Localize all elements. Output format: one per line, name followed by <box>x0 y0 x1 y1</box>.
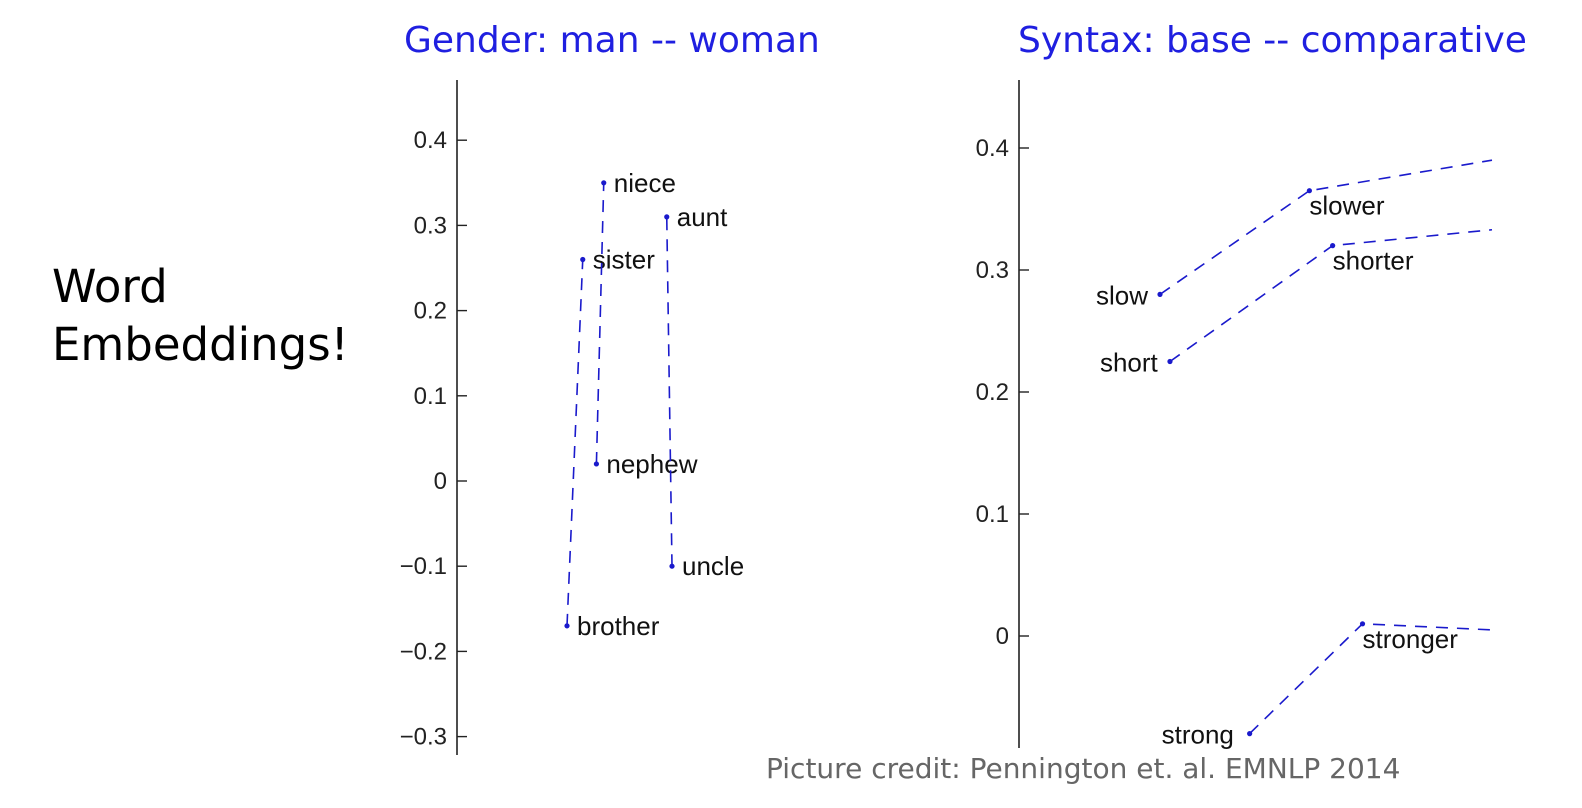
gender-point-nephew <box>593 461 600 467</box>
gender-point-brother <box>564 623 570 629</box>
gender-point-label-aunt: aunt <box>677 202 728 232</box>
gender-y-tick-label: 0.4 <box>414 127 447 154</box>
gender-y-tick-label: 0.2 <box>414 298 447 325</box>
gender-chart-title: Gender: man -- woman <box>404 20 820 61</box>
syntax-point-shorter <box>1330 243 1336 249</box>
syntax-y-tick-label: 0.2 <box>976 379 1009 406</box>
syntax-point-slow <box>1157 291 1163 297</box>
gender-y-tick-label: 0.1 <box>414 383 447 410</box>
syntax-y-tick-label: 0.1 <box>976 501 1009 528</box>
gender-point-niece <box>601 180 607 186</box>
syntax-point-strong <box>1247 731 1253 737</box>
syntax-point-label-short: short <box>1100 348 1159 378</box>
slide-heading: Word Embeddings! <box>52 258 349 374</box>
gender-point-label-niece: niece <box>614 168 676 198</box>
gender-point-aunt <box>664 214 670 220</box>
syntax-point-label-stronger: stronger <box>1363 624 1459 654</box>
gender-y-tick-label: −0.2 <box>400 638 447 665</box>
syntax-point-label-slower: slower <box>1309 191 1384 221</box>
syntax-point-label-slow: slow <box>1096 280 1148 310</box>
slide-heading-line-1: Word <box>52 260 168 313</box>
syntax-series-line <box>1169 228 1493 363</box>
gender-y-tick-label: 0 <box>434 468 447 495</box>
syntax-y-tick-label: 0.3 <box>976 257 1009 284</box>
gender-series-line <box>665 216 673 567</box>
syntax-y-tick-label: 0 <box>996 623 1009 650</box>
gender-point-label-brother: brother <box>577 611 660 641</box>
gender-point-sister <box>580 256 586 263</box>
gender-y-tick-label: 0.3 <box>414 212 447 239</box>
syntax-y-tick-label: 0.4 <box>976 135 1009 162</box>
gender-series-line <box>595 182 605 464</box>
gender-y-tick-label: −0.3 <box>400 724 447 751</box>
syntax-series-line <box>1159 159 1493 296</box>
picture-credit: Picture credit: Pennington et. al. EMNLP… <box>766 752 1401 785</box>
gender-series-line <box>566 259 584 626</box>
gender-y-tick-label: −0.1 <box>400 553 447 580</box>
syntax-chart-title: Syntax: base -- comparative <box>1018 20 1527 61</box>
syntax-point-label-shorter: shorter <box>1333 246 1414 276</box>
syntax-point-short <box>1167 358 1173 365</box>
gender-point-label-sister: sister <box>593 244 655 274</box>
gender-point-label-nephew: nephew <box>606 449 697 479</box>
gender-point-label-uncle: uncle <box>682 551 744 581</box>
gender-point-uncle <box>669 563 675 569</box>
syntax-point-slower <box>1306 188 1312 194</box>
syntax-point-label-strong: strong <box>1162 720 1234 750</box>
slide-heading-line-2: Embeddings! <box>52 318 349 371</box>
syntax-point-stronger <box>1359 621 1366 627</box>
